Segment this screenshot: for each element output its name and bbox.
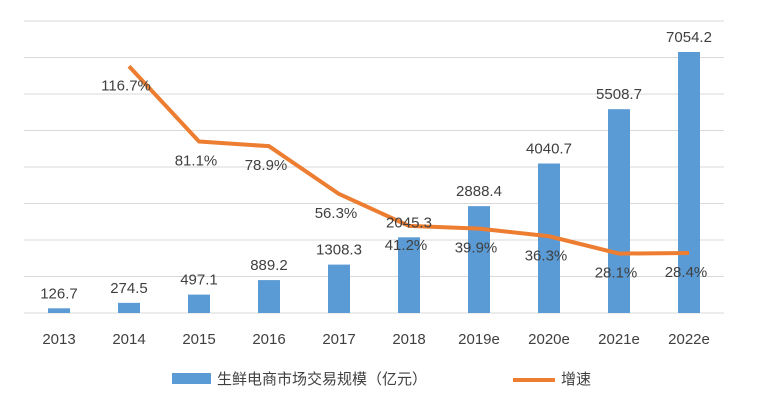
bar xyxy=(188,294,210,313)
bar-value-label: 4040.7 xyxy=(526,140,572,157)
growth-value-label: 28.1% xyxy=(595,265,638,282)
x-tick-label: 2022e xyxy=(668,331,710,348)
bar-value-label: 7054.2 xyxy=(666,29,712,46)
x-axis-ticks: 2013 2014 2015 2016 2017 2018 2019e 2020e 2021e 2… xyxy=(42,331,710,348)
x-tick-label: 2020e xyxy=(528,331,570,348)
x-tick-label: 2017 xyxy=(322,331,355,348)
line-data-labels: 116.7% 81.1% 78.9% 56.3% 41.2% 39.9% 36.3% 28.1… xyxy=(101,77,707,281)
growth-value-label: 36.3% xyxy=(525,247,568,264)
bar xyxy=(608,109,630,313)
bar-value-label: 2888.4 xyxy=(456,183,502,200)
bar-value-label: 497.1 xyxy=(180,272,218,289)
growth-line xyxy=(127,64,690,256)
x-tick-label: 2013 xyxy=(42,331,75,348)
line-series xyxy=(127,64,690,256)
gridlines xyxy=(24,20,724,314)
growth-value-label: 28.4% xyxy=(665,264,708,281)
x-tick-label: 2018 xyxy=(392,331,425,348)
bar-value-label: 1308.3 xyxy=(316,242,362,259)
legend-swatch-bar xyxy=(172,373,211,384)
bar xyxy=(48,308,70,313)
growth-value-label: 116.7% xyxy=(101,77,151,94)
bar xyxy=(678,51,700,313)
x-tick-label: 2021e xyxy=(598,331,640,348)
growth-value-label: 81.1% xyxy=(175,153,218,170)
bar-value-label: 274.5 xyxy=(110,280,148,297)
growth-value-label: 39.9% xyxy=(455,240,498,257)
bar xyxy=(118,302,140,313)
bar-data-labels: 126.7 274.5 497.1 889.2 1308.3 2045.3 2888.4 40… xyxy=(40,29,712,302)
growth-value-label: 41.2% xyxy=(385,237,428,254)
growth-value-label: 56.3% xyxy=(315,205,358,222)
bar-value-label: 2045.3 xyxy=(386,214,432,231)
bar xyxy=(468,206,490,313)
bar-value-label: 126.7 xyxy=(40,285,78,302)
growth-value-label: 78.9% xyxy=(245,157,288,174)
legend-label-bar: 生鲜电商市场交易规模（亿元） xyxy=(217,370,427,388)
x-tick-label: 2014 xyxy=(112,331,145,348)
bar xyxy=(258,280,280,313)
bar-value-label: 5508.7 xyxy=(596,86,642,103)
bar-series xyxy=(48,51,700,313)
x-tick-label: 2015 xyxy=(182,331,215,348)
bar xyxy=(398,237,420,313)
x-tick-label: 2016 xyxy=(252,331,285,348)
legend: 生鲜电商市场交易规模（亿元） 增速 xyxy=(172,370,591,388)
bar xyxy=(328,264,350,313)
x-tick-label: 2019e xyxy=(458,331,500,348)
bar-value-label: 889.2 xyxy=(250,257,288,274)
legend-label-line: 增速 xyxy=(561,371,591,388)
